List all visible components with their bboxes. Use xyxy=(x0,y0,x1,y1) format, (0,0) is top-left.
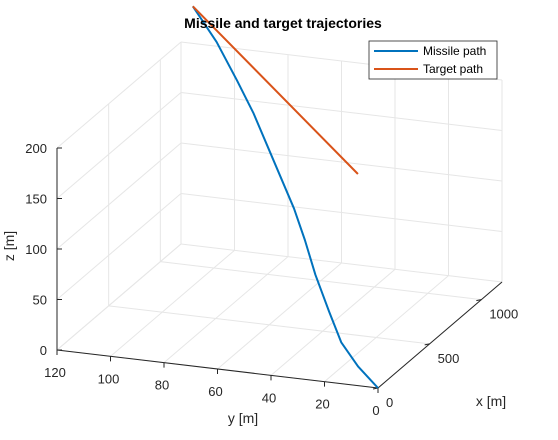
x-axis-line xyxy=(377,281,503,389)
grid-line xyxy=(56,92,182,199)
grid-line xyxy=(56,142,182,250)
y-axis-label: y [m] xyxy=(228,410,258,426)
x-tick-label: 1000 xyxy=(489,307,518,322)
x-tick-label: 500 xyxy=(438,351,460,366)
grid-line xyxy=(56,41,182,149)
chart-title: Missile and target trajectories xyxy=(184,15,382,31)
x-axis-label: x [m] xyxy=(476,393,506,409)
grid-line xyxy=(180,142,503,182)
z-tick-label: 50 xyxy=(33,293,47,308)
x-ticks: 0 500 1000 xyxy=(372,299,518,410)
grid-line xyxy=(217,262,342,370)
y-tick-label: 40 xyxy=(262,390,276,405)
grid-line xyxy=(110,249,235,357)
grid-line xyxy=(180,243,503,283)
grid-line xyxy=(180,193,503,232)
grid-line xyxy=(324,275,449,383)
y-tick-label: 20 xyxy=(315,397,329,412)
legend-box xyxy=(368,40,498,80)
z-tick-label: 0 xyxy=(40,343,47,358)
x-tick-mark xyxy=(424,343,430,346)
y-tick-label: 80 xyxy=(155,378,169,393)
y-ticks: 0 20 40 60 80 100 120 xyxy=(44,350,380,418)
z-tick-label: 200 xyxy=(25,141,47,156)
y-tick-label: 60 xyxy=(208,384,222,399)
z-ticks: 0 50 100 150 200 xyxy=(25,141,62,358)
series-lines xyxy=(192,5,379,389)
z-axis-label: z [m] xyxy=(1,231,17,261)
legend: Missile path Target path xyxy=(368,40,498,80)
y-tick-label: 100 xyxy=(98,371,120,386)
grid-line xyxy=(163,256,289,364)
z-tick-label: 150 xyxy=(25,192,47,207)
x-tick-label: 0 xyxy=(386,395,393,410)
z-tick-label: 100 xyxy=(25,242,47,257)
series-line-missile xyxy=(192,5,379,389)
legend-label-target: Target path xyxy=(423,62,483,76)
grid-line xyxy=(56,243,182,351)
y-tick-label: 120 xyxy=(44,365,66,380)
grid-line xyxy=(56,193,182,300)
axes xyxy=(56,148,503,389)
series-line-target xyxy=(192,5,359,175)
x-tick-mark xyxy=(476,299,482,302)
grid-line xyxy=(180,92,503,131)
y-tick-label: 0 xyxy=(372,403,379,418)
legend-label-missile: Missile path xyxy=(423,44,486,58)
